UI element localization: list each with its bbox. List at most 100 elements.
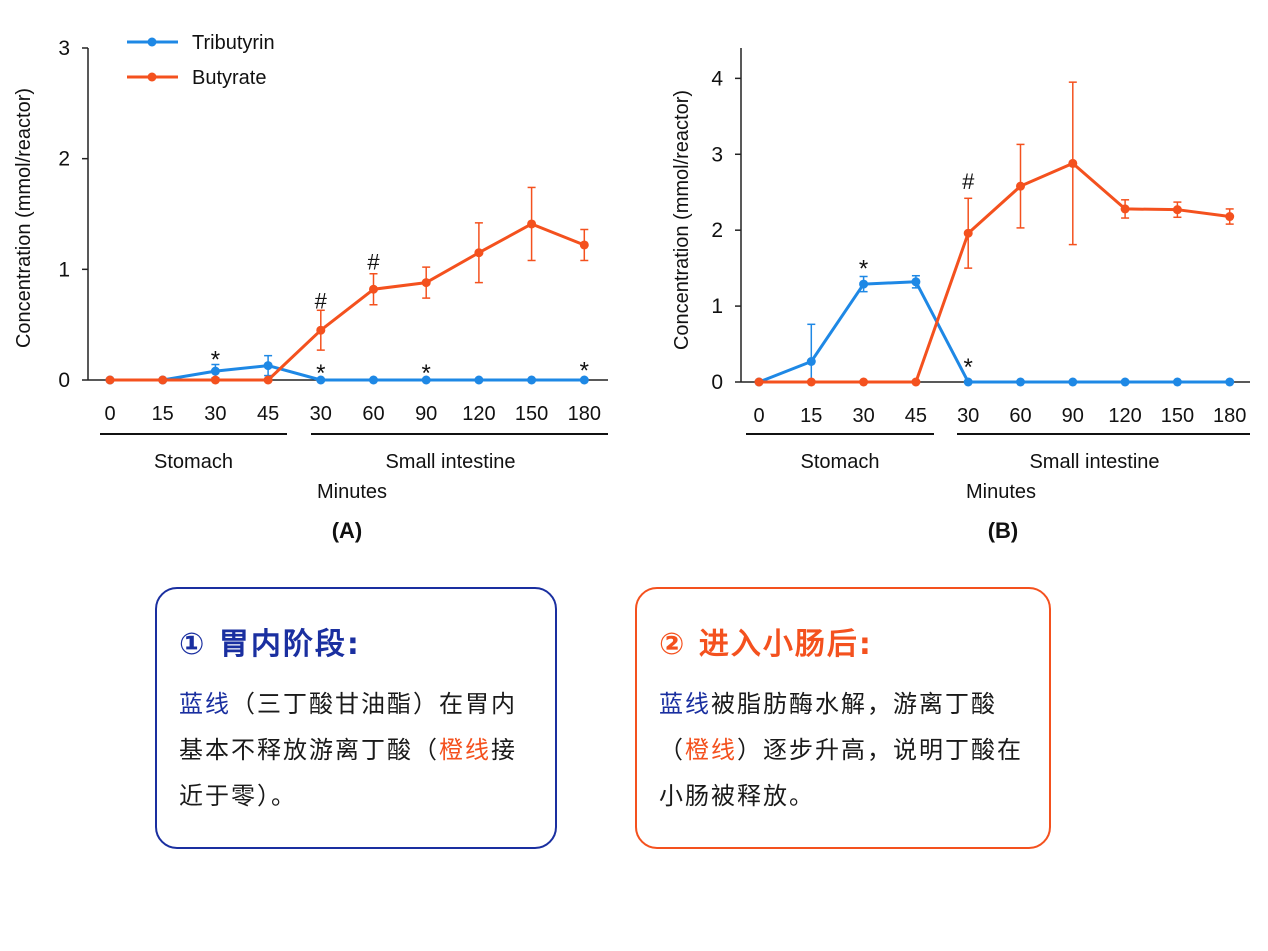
y-tick-label: 4 — [711, 67, 723, 90]
data-point — [1068, 158, 1078, 168]
note-text-segment: 接近于零）。 — [179, 736, 517, 810]
data-point — [527, 375, 537, 385]
note-text-segment: （三丁酸甘油酯）在胃内基本不释放游离丁酸（ — [179, 690, 517, 764]
data-point — [1225, 212, 1235, 222]
data-point — [1172, 377, 1182, 387]
x-tick-label: 180 — [1213, 405, 1246, 427]
y-tick-label: 2 — [711, 219, 723, 242]
x-tick-label: 45 — [905, 405, 927, 427]
legend: Tributyrin Butyrate — [127, 32, 275, 89]
series-line — [110, 364, 585, 382]
significance-star: * — [859, 255, 868, 282]
note-box-stomach: ① 胃内阶段: 蓝线（三丁酸甘油酯）在胃内基本不释放游离丁酸（橙线接近于零）。 — [155, 587, 557, 849]
series-butyrate — [754, 81, 1235, 387]
data-point — [579, 240, 589, 250]
y-tick-label: 0 — [711, 371, 723, 394]
highlight-blue: 蓝线 — [659, 690, 711, 718]
significance-star: * — [422, 360, 431, 387]
data-point — [1172, 205, 1182, 215]
note-text-small-intestine: 蓝线被脂肪酶水解，游离丁酸（橙线）逐步升高，说明丁酸在小肠被释放。 — [659, 681, 1027, 819]
note-text-segment: ）逐步升高，说明丁酸在小肠被释放。 — [659, 736, 1023, 810]
x-tick-label: 60 — [362, 403, 384, 425]
x-axis-label: Minutes — [317, 481, 387, 503]
significance-hash: # — [315, 288, 328, 313]
significance-hash: # — [367, 250, 380, 275]
note-text-segment: 被脂肪酶水解，游离丁酸（ — [659, 690, 997, 764]
y-tick-label: 1 — [711, 295, 723, 318]
data-point — [1068, 377, 1078, 387]
x-tick-label: 0 — [753, 405, 764, 427]
significance-star: * — [316, 360, 325, 387]
data-point — [579, 375, 589, 385]
legend-label-butyrate: Butyrate — [192, 67, 266, 89]
data-point — [369, 375, 378, 385]
data-point — [158, 375, 168, 385]
x-tick-label: 30 — [310, 403, 332, 425]
panel-label: (B) — [988, 518, 1019, 543]
data-point — [963, 377, 973, 387]
x-axis-label: Minutes — [966, 481, 1036, 503]
y-axis-label: Concentration (mmol/reactor) — [13, 88, 35, 348]
data-point — [316, 325, 326, 335]
note-box-small-intestine: ② 进入小肠后: 蓝线被脂肪酶水解，游离丁酸（橙线）逐步升高，说明丁酸在小肠被释… — [635, 587, 1051, 849]
data-point — [1016, 181, 1025, 191]
data-point — [105, 375, 115, 385]
x-tick-label: 30 — [204, 403, 226, 425]
data-point — [806, 377, 816, 387]
data-point — [859, 377, 869, 387]
significance-star: * — [211, 347, 220, 374]
legend-swatch-marker — [147, 37, 157, 47]
chart-panel-b: 0 1 2 3 4 0 15 30 45 30 60 90 120 150 180 Stomach Small … — [671, 48, 1250, 543]
data-point — [859, 279, 869, 289]
data-point — [963, 228, 973, 238]
group-label-stomach: Stomach — [154, 451, 233, 473]
significance-star: * — [580, 358, 589, 385]
data-point — [1120, 377, 1130, 387]
data-point — [1120, 204, 1130, 214]
note-text-stomach: 蓝线（三丁酸甘油酯）在胃内基本不释放游离丁酸（橙线接近于零）。 — [179, 681, 533, 819]
panel-label: (A) — [332, 518, 363, 543]
data-point — [263, 361, 273, 371]
highlight-blue: 蓝线 — [179, 690, 231, 718]
significance-star: * — [964, 354, 973, 381]
data-point — [369, 284, 378, 294]
x-tick-label: 30 — [957, 405, 979, 427]
series-line — [759, 161, 1230, 384]
x-tick-label: 150 — [515, 403, 548, 425]
series-tributyrin — [754, 274, 1235, 387]
x-tick-label: 90 — [415, 403, 437, 425]
data-point — [210, 366, 220, 376]
note-title-small-intestine: ② 进入小肠后: — [659, 627, 873, 662]
data-point — [1225, 377, 1235, 387]
data-point — [263, 375, 273, 385]
highlight-orange: 橙线 — [439, 736, 491, 764]
y-tick-label: 2 — [58, 148, 70, 171]
data-point — [1016, 377, 1025, 387]
x-tick-label: 30 — [852, 405, 874, 427]
data-point — [754, 377, 764, 387]
x-tick-label: 180 — [568, 403, 601, 425]
y-axis-label: Concentration (mmol/reactor) — [671, 90, 693, 350]
x-tick-label: 15 — [800, 405, 822, 427]
series-line — [110, 222, 585, 382]
y-tick-label: 3 — [711, 143, 723, 166]
legend-swatch-marker — [147, 72, 157, 82]
y-tick-label: 1 — [58, 258, 70, 281]
series-line — [758, 280, 1230, 384]
note-title-stomach: ① 胃内阶段: — [179, 627, 361, 662]
group-label-stomach: Stomach — [801, 451, 880, 473]
data-point — [421, 278, 431, 288]
data-point — [474, 248, 484, 258]
series-butyrate — [105, 186, 589, 385]
highlight-orange: 橙线 — [685, 736, 737, 764]
x-tick-label: 150 — [1161, 405, 1194, 427]
x-tick-label: 60 — [1009, 405, 1031, 427]
x-tick-label: 90 — [1062, 405, 1084, 427]
x-tick-label: 120 — [462, 403, 495, 425]
significance-hash: # — [962, 169, 975, 194]
data-point — [421, 375, 431, 385]
data-point — [474, 375, 484, 385]
legend-label-tributyrin: Tributyrin — [192, 32, 275, 54]
data-point — [911, 377, 921, 387]
